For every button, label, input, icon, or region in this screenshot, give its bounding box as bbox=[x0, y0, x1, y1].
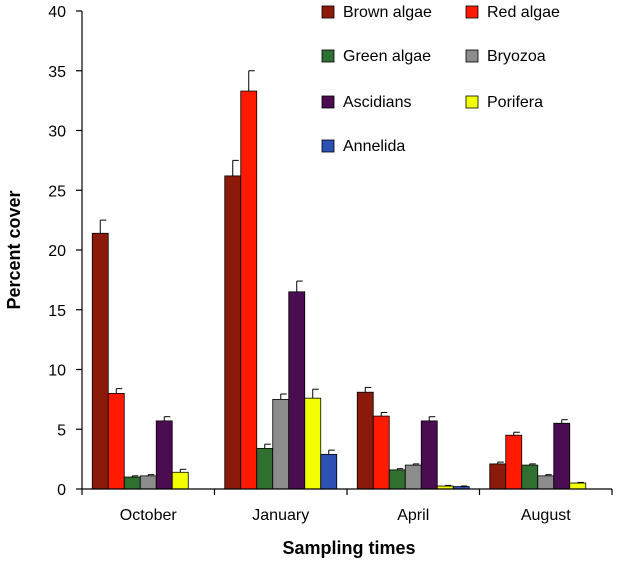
legend-label-bryozoa: Bryozoa bbox=[487, 48, 546, 65]
bar-red-algae-january bbox=[240, 90, 258, 490]
legend-label-ascidians: Ascidians bbox=[343, 94, 411, 111]
bar-bryozoa-august bbox=[537, 475, 555, 490]
bars-layer bbox=[91, 70, 587, 490]
legend-label-brown-algae: Brown algae bbox=[343, 4, 432, 21]
x-tick-label-april: April bbox=[397, 507, 429, 524]
bar-red-algae-april bbox=[372, 415, 390, 490]
y-tick-label: 20 bbox=[48, 243, 66, 260]
legend-label-green-algae: Green algae bbox=[343, 48, 431, 65]
y-tick-label: 35 bbox=[48, 64, 66, 81]
y-axis-title: Percent cover bbox=[4, 190, 24, 309]
y-tick-label: 30 bbox=[48, 124, 66, 141]
legend-swatch-annelida bbox=[321, 139, 335, 153]
bar-porifera-january bbox=[304, 397, 322, 490]
bar-brown-algae-august bbox=[489, 463, 507, 490]
y-tick-label: 0 bbox=[57, 482, 66, 499]
x-tick-label-january: January bbox=[252, 507, 309, 524]
bar-green-algae-april bbox=[388, 469, 406, 490]
legend-label-red-algae: Red algae bbox=[487, 4, 560, 21]
bar-brown-algae-april bbox=[356, 391, 374, 490]
legend-label-annelida: Annelida bbox=[343, 138, 405, 155]
bar-bryozoa-january bbox=[272, 398, 290, 490]
bar-bryozoa-october bbox=[139, 475, 157, 490]
bar-bryozoa-april bbox=[404, 464, 422, 490]
bar-green-algae-january bbox=[256, 447, 274, 490]
bar-red-algae-october bbox=[107, 392, 125, 490]
bar-brown-algae-october bbox=[91, 232, 109, 490]
bar-annelida-january bbox=[320, 453, 338, 490]
y-tick-label: 5 bbox=[57, 422, 66, 439]
bar-ascidians-january bbox=[288, 291, 306, 490]
bar-green-algae-october bbox=[123, 476, 141, 490]
legend-swatch-porifera bbox=[465, 95, 479, 109]
y-tick-label: 15 bbox=[48, 303, 66, 320]
legend-swatch-green-algae bbox=[321, 49, 335, 63]
x-tick-label-october: October bbox=[120, 507, 178, 524]
axes-layer: 0 5 10 15 20 25 30 35 40 October January April Augus… bbox=[48, 4, 613, 524]
x-axis-title: Sampling times bbox=[282, 538, 415, 558]
bar-porifera-october bbox=[171, 471, 189, 490]
bar-red-algae-august bbox=[505, 434, 523, 490]
legend-swatch-bryozoa bbox=[465, 49, 479, 63]
legend-swatch-brown-algae bbox=[321, 5, 335, 19]
legend-swatch-red-algae bbox=[465, 5, 479, 19]
legend-label-porifera: Porifera bbox=[487, 94, 543, 111]
legend: Brown algae Red algae Green algae Bryozoa As… bbox=[321, 4, 560, 155]
bar-porifera-august bbox=[569, 482, 587, 490]
y-tick-label: 10 bbox=[48, 363, 66, 380]
bar-ascidians-august bbox=[553, 422, 571, 490]
bar-green-algae-august bbox=[521, 464, 539, 490]
y-tick-label: 40 bbox=[48, 4, 66, 21]
legend-swatch-ascidians bbox=[321, 95, 335, 109]
bar-ascidians-october bbox=[155, 420, 173, 490]
bar-brown-algae-january bbox=[224, 175, 242, 490]
y-tick-label: 25 bbox=[48, 183, 66, 200]
bar-ascidians-april bbox=[420, 420, 438, 490]
x-tick-label-august: August bbox=[521, 507, 571, 524]
